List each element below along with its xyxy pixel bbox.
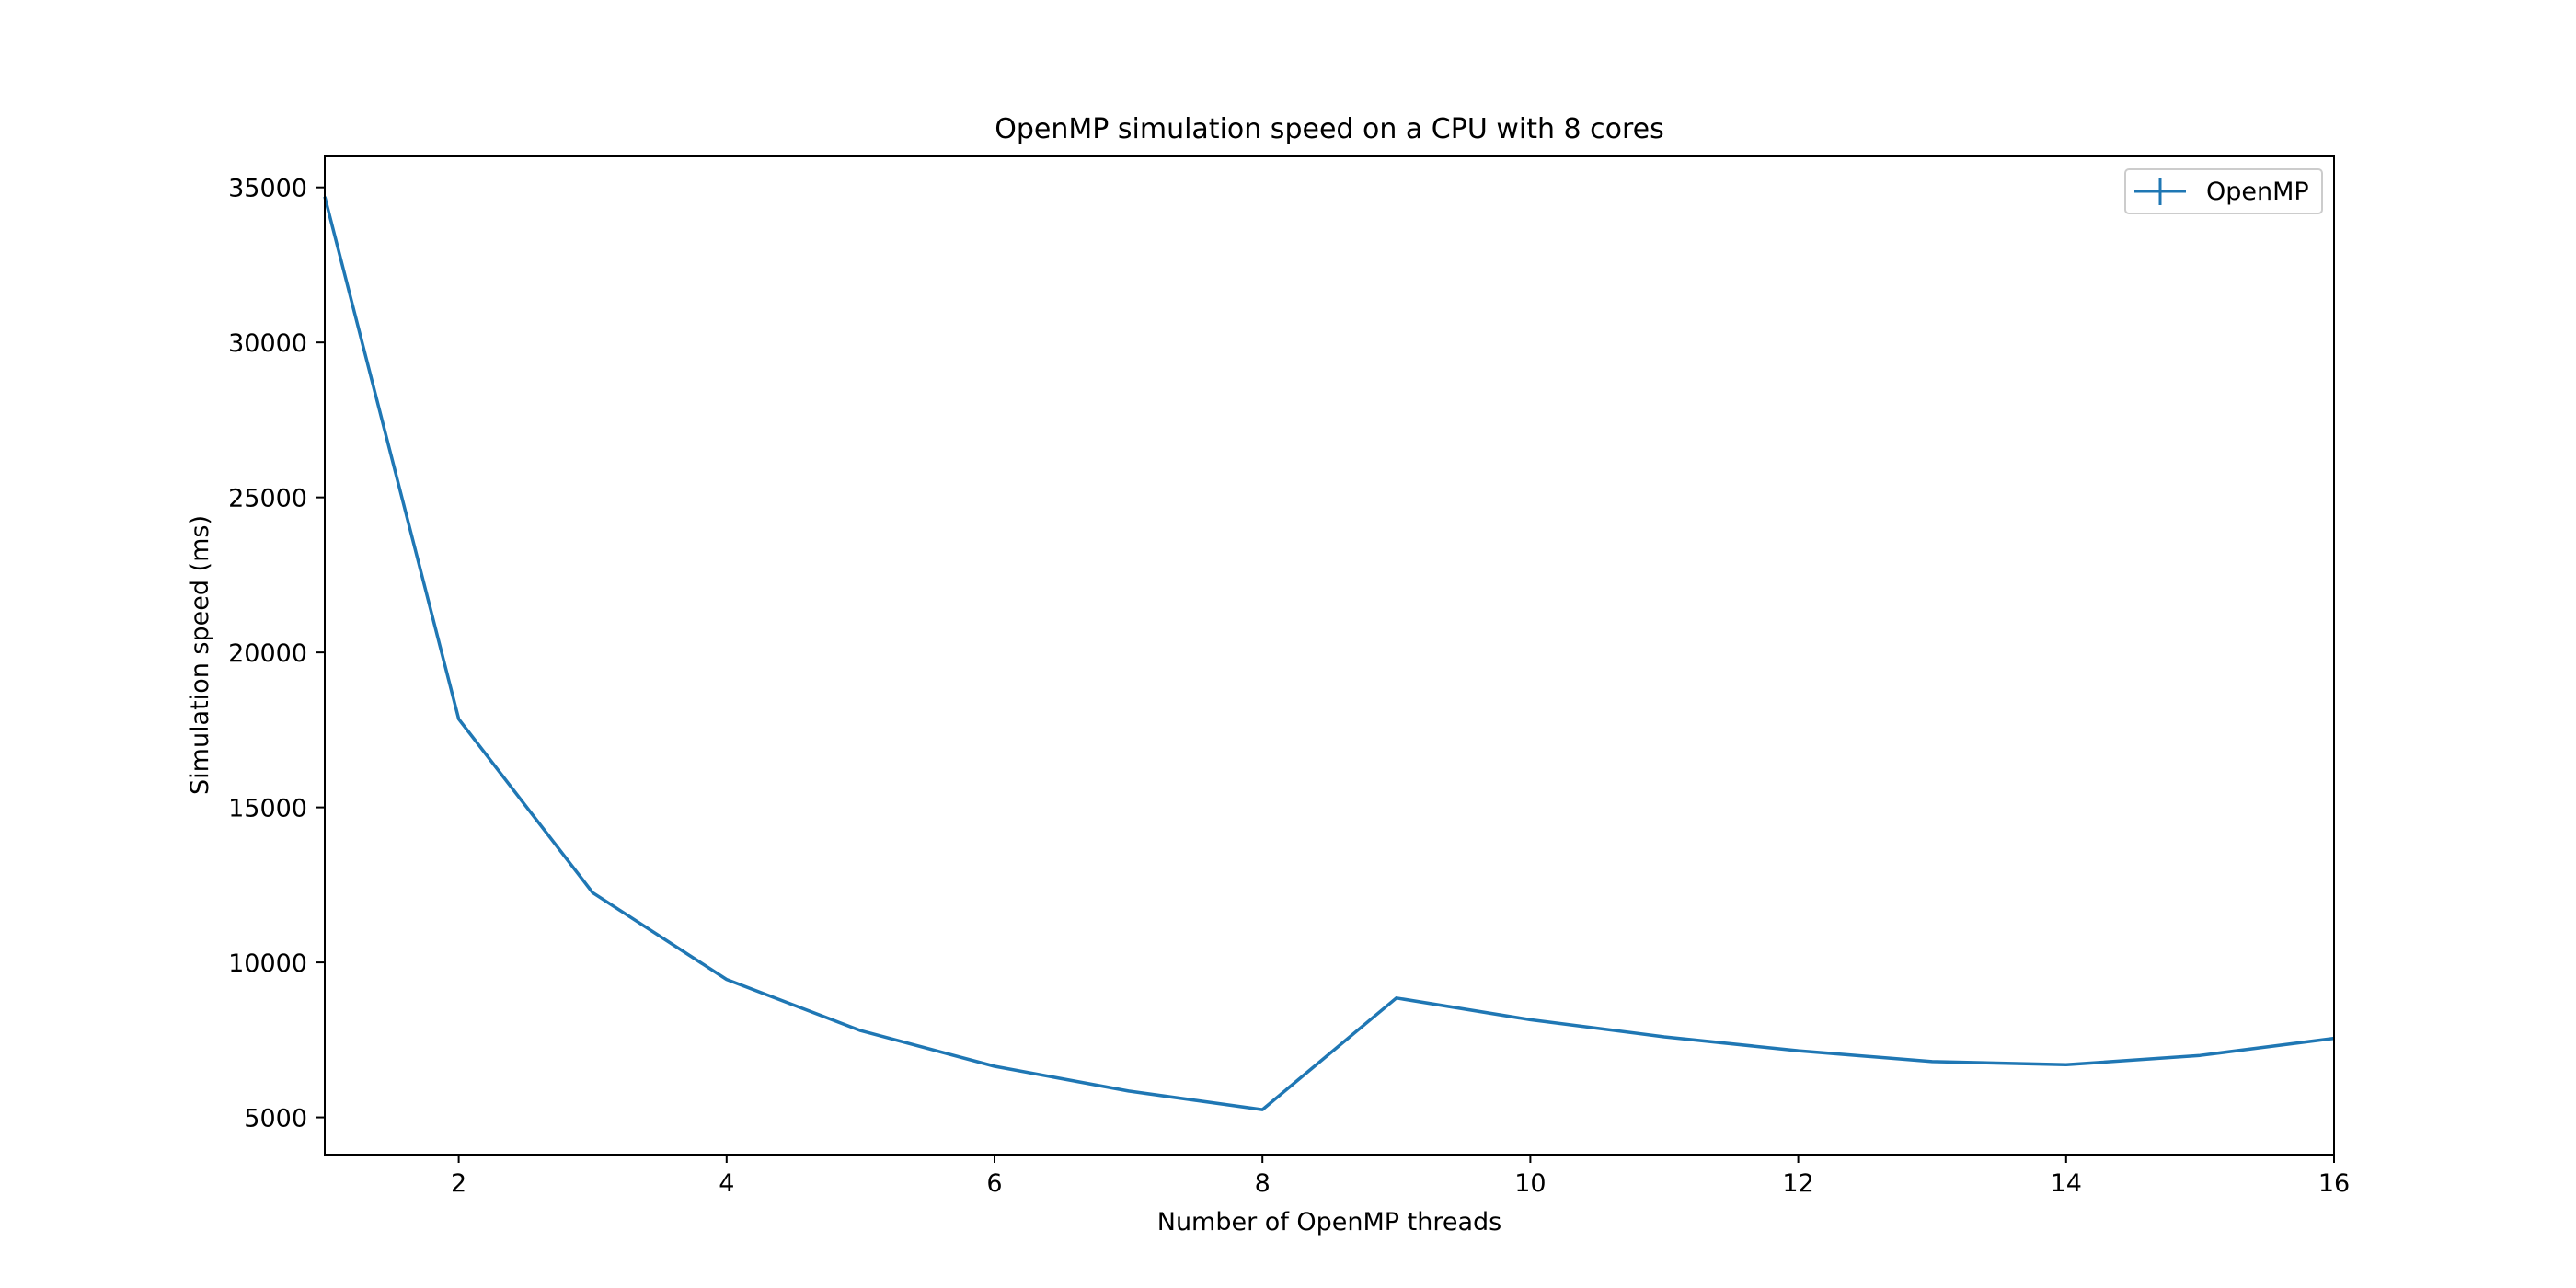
y-tick-label: 10000 bbox=[228, 949, 307, 978]
y-axis-label: Simulation speed (ms) bbox=[186, 515, 214, 795]
chart-title: OpenMP simulation speed on a CPU with 8 … bbox=[995, 113, 1664, 145]
y-tick-label: 30000 bbox=[228, 329, 307, 358]
x-tick-label: 4 bbox=[719, 1169, 734, 1198]
y-tick-label: 25000 bbox=[228, 485, 307, 513]
x-axis-label: Number of OpenMP threads bbox=[1157, 1208, 1502, 1236]
x-tick-label: 14 bbox=[2051, 1169, 2082, 1198]
y-tick-label: 35000 bbox=[228, 175, 307, 203]
x-tick-label: 8 bbox=[1255, 1169, 1271, 1198]
legend-label-openmp: OpenMP bbox=[2206, 178, 2309, 206]
axis-ticks: 2 4 6 8 10 12 14 16 5000 10000 15000 20000 25000 3000… bbox=[228, 175, 2350, 1198]
x-tick-label: 6 bbox=[986, 1169, 1002, 1198]
plot-frame bbox=[324, 155, 2335, 1156]
y-tick-label: 15000 bbox=[228, 795, 307, 823]
series-layer bbox=[323, 196, 2335, 1111]
y-tick-label: 20000 bbox=[228, 639, 307, 668]
x-tick-label: 16 bbox=[2318, 1169, 2350, 1198]
legend-box bbox=[2124, 168, 2323, 214]
x-tick-label: 10 bbox=[1514, 1169, 1546, 1198]
x-tick-label: 12 bbox=[1782, 1169, 1813, 1198]
legend: OpenMP bbox=[2124, 168, 2323, 214]
y-tick-label: 5000 bbox=[244, 1105, 307, 1133]
series-line-openmp bbox=[323, 196, 2335, 1111]
x-tick-label: 2 bbox=[451, 1169, 466, 1198]
